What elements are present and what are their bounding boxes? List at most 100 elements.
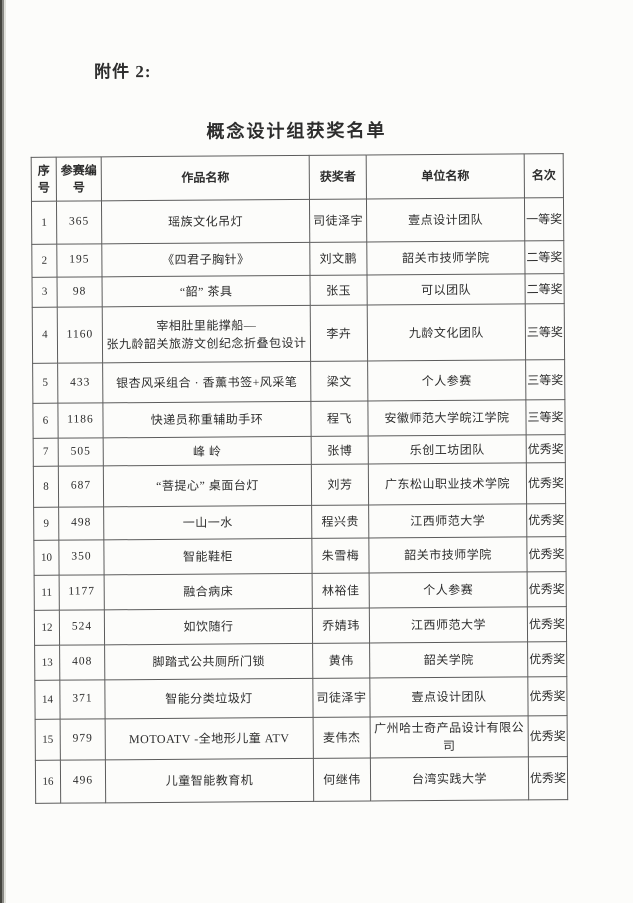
cell-entry-number: 195 bbox=[56, 243, 103, 278]
table-row: 12 524 如饮随行 乔婧玮 江西师范大学 优秀奖 bbox=[34, 606, 567, 646]
attachment-label: 附件 2: bbox=[94, 62, 152, 82]
cell-serial-number: 7 bbox=[33, 438, 59, 467]
table-row: 14 371 智能分类垃圾灯 司徒泽宇 壹点设计团队 优秀奖 bbox=[34, 676, 568, 720]
cell-winner-name: 李卉 bbox=[310, 305, 368, 362]
cell-work-title: “菩提心” 桌面台灯 bbox=[103, 464, 312, 507]
cell-entry-number: 498 bbox=[58, 506, 104, 541]
cell-work-title: 峰 岭 bbox=[103, 436, 312, 466]
cell-organization: 韶关市技师学院 bbox=[368, 536, 528, 574]
cell-entry-number: 687 bbox=[58, 465, 104, 508]
document-content: 附件 2: 概念设计组获奖名单 序 号 参赛编 号 作品名称 获奖者 单位名称 … bbox=[30, 58, 569, 804]
cell-organization: 广州哈士奇产品设计有限公司 bbox=[370, 715, 529, 758]
table-row: 7 505 峰 岭张博 乐创工坊团队 优秀奖 bbox=[33, 434, 566, 467]
cell-serial-number: 2 bbox=[31, 244, 58, 278]
cell-winner-name: 程飞 bbox=[310, 401, 369, 437]
cell-work-title: 快递员称重辅助手环 bbox=[102, 401, 312, 438]
award-table: 序 号 参赛编 号 作品名称 获奖者 单位名称 名次 1 365 瑶族文化吊灯 司徒泽… bbox=[31, 153, 569, 804]
cell-entry-number: 408 bbox=[59, 644, 105, 681]
cell-winner-name: 张玉 bbox=[310, 275, 368, 306]
cell-award-rank: 优秀奖 bbox=[528, 715, 568, 757]
table-row: 10 350 智能鞋柜 朱雪梅 韶关市技师学院 优秀奖 bbox=[33, 536, 567, 576]
cell-entry-number: 524 bbox=[59, 609, 105, 646]
table-row: 13 408 脚踏式公共厕所门锁 黄伟 韶关学院 优秀奖 bbox=[34, 641, 567, 681]
cell-work-title: 银杏风采组合 · 香薰书签+风采笔 bbox=[102, 361, 311, 403]
column-header-work-title: 作品名称 bbox=[101, 155, 310, 201]
cell-winner-name: 程兴贵 bbox=[311, 505, 369, 539]
cell-entry-number: 98 bbox=[57, 276, 103, 308]
cell-winner-name: 司徒泽宇 bbox=[312, 677, 371, 718]
cell-serial-number: 3 bbox=[32, 277, 58, 308]
cell-winner-name: 何继伟 bbox=[313, 757, 371, 802]
cell-entry-number: 371 bbox=[59, 679, 106, 720]
cell-entry-number: 979 bbox=[60, 718, 106, 761]
cell-winner-name: 司徒泽宇 bbox=[309, 199, 367, 243]
cell-entry-number: 365 bbox=[56, 200, 102, 245]
cell-entry-number: 433 bbox=[57, 362, 103, 404]
table-row: 3 98 “韶” 茶具 张玉 可以团队 二等奖 bbox=[32, 273, 565, 308]
cell-winner-name: 朱雪梅 bbox=[311, 538, 370, 574]
cell-entry-number: 1160 bbox=[57, 306, 103, 364]
column-header-winner: 获奖者 bbox=[309, 155, 367, 200]
cell-winner-name: 梁文 bbox=[310, 361, 368, 402]
page-title: 概念设计组获奖名单 bbox=[206, 120, 387, 142]
cell-organization: 广东松山职业技术学院 bbox=[368, 462, 527, 506]
cell-serial-number: 10 bbox=[33, 540, 60, 576]
table-row: 11 1177 融合病床 林裕佳 个人参赛 优秀奖 bbox=[34, 571, 567, 611]
cell-work-title: 一山一水 bbox=[103, 505, 312, 540]
cell-winner-name: 黄伟 bbox=[312, 643, 370, 679]
cell-award-rank: 优秀奖 bbox=[526, 503, 566, 537]
cell-serial-number: 14 bbox=[34, 680, 61, 720]
cell-winner-name: 刘芳 bbox=[311, 464, 369, 506]
cell-award-rank: 二等奖 bbox=[524, 273, 565, 304]
cell-serial-number: 16 bbox=[35, 760, 61, 804]
cell-organization: 个人参赛 bbox=[367, 359, 526, 402]
cell-serial-number: 11 bbox=[34, 575, 60, 611]
table-row: 16 496 儿童智能教育机 何继伟 台湾实践大学 优秀奖 bbox=[35, 756, 568, 804]
cell-work-title: MOTOATV -全地形儿童 ATV bbox=[105, 717, 314, 760]
scan-edge-artifact bbox=[0, 0, 8, 903]
cell-award-rank: 三等奖 bbox=[525, 359, 565, 400]
table-head: 序 号 参赛编 号 作品名称 获奖者 单位名称 名次 bbox=[31, 153, 564, 202]
table-row: 8 687 “菩提心” 桌面台灯 刘芳 广东松山职业技术学院 优秀奖 bbox=[33, 462, 566, 508]
cell-organization: 可以团队 bbox=[367, 273, 526, 306]
cell-serial-number: 9 bbox=[33, 507, 59, 541]
award-table-body: 1 365 瑶族文化吊灯 司徒泽宇 壹点设计团队 一等奖 2 195 《四君子胸针》 刘文鹏 韶关市… bbox=[31, 197, 568, 804]
cell-award-rank: 二等奖 bbox=[524, 240, 564, 274]
cell-entry-number: 350 bbox=[58, 539, 105, 576]
table-row: 5 433 银杏风采组合 · 香薰书签+风采笔 梁文 个人参赛 三等奖 bbox=[32, 359, 565, 404]
cell-work-title: 瑶族文化吊灯 bbox=[101, 199, 310, 244]
cell-serial-number: 12 bbox=[34, 610, 60, 646]
cell-award-rank: 优秀奖 bbox=[528, 756, 568, 800]
cell-winner-name: 麦伟杰 bbox=[313, 716, 371, 759]
cell-award-rank: 优秀奖 bbox=[527, 606, 567, 642]
column-header-rank: 名次 bbox=[524, 153, 564, 198]
cell-organization: 韶关学院 bbox=[369, 641, 528, 678]
cell-organization: 江西师范大学 bbox=[368, 503, 527, 539]
cell-serial-number: 5 bbox=[32, 363, 58, 404]
column-header-organization: 单位名称 bbox=[366, 153, 525, 200]
cell-organization: 九龄文化团队 bbox=[367, 303, 526, 362]
cell-award-rank: 三等奖 bbox=[525, 303, 565, 360]
cell-work-title: 如饮随行 bbox=[104, 608, 313, 645]
cell-entry-number: 496 bbox=[60, 759, 106, 804]
cell-award-rank: 优秀奖 bbox=[526, 462, 566, 504]
cell-work-title: 宰相肚里能撑船— 张九龄韶关旅游文创纪念折叠包设计 bbox=[102, 305, 311, 363]
cell-work-title: 智能分类垃圾灯 bbox=[104, 678, 314, 719]
cell-serial-number: 1 bbox=[31, 201, 57, 245]
cell-organization: 安徽师范大学皖江学院 bbox=[367, 399, 527, 437]
cell-award-rank: 优秀奖 bbox=[527, 676, 568, 716]
cell-serial-number: 6 bbox=[32, 403, 59, 439]
cell-organization: 壹点设计团队 bbox=[369, 676, 529, 717]
table-row: 4 1160 宰相肚里能撑船— 张九龄韶关旅游文创纪念折叠包设计 李卉 九龄文化团队 三等… bbox=[32, 303, 565, 364]
cell-entry-number: 505 bbox=[58, 437, 104, 467]
table-row: 15 979 MOTOATV -全地形儿童 ATV 麦伟杰 广州哈士奇产品设计有限公司优… bbox=[35, 715, 568, 761]
cell-winner-name: 张博 bbox=[311, 436, 369, 465]
cell-winner-name: 乔婧玮 bbox=[312, 608, 370, 644]
cell-winner-name: 刘文鹏 bbox=[309, 242, 368, 276]
cell-award-rank: 优秀奖 bbox=[527, 641, 567, 677]
column-header-entry-number: 参赛编 号 bbox=[56, 156, 102, 202]
cell-entry-number: 1186 bbox=[57, 402, 104, 439]
cell-work-title: “韶” 茶具 bbox=[102, 275, 311, 307]
cell-work-title: 《四君子胸针》 bbox=[101, 242, 311, 277]
table-row: 2 195 《四君子胸针》 刘文鹏 韶关市技师学院 二等奖 bbox=[31, 240, 564, 278]
